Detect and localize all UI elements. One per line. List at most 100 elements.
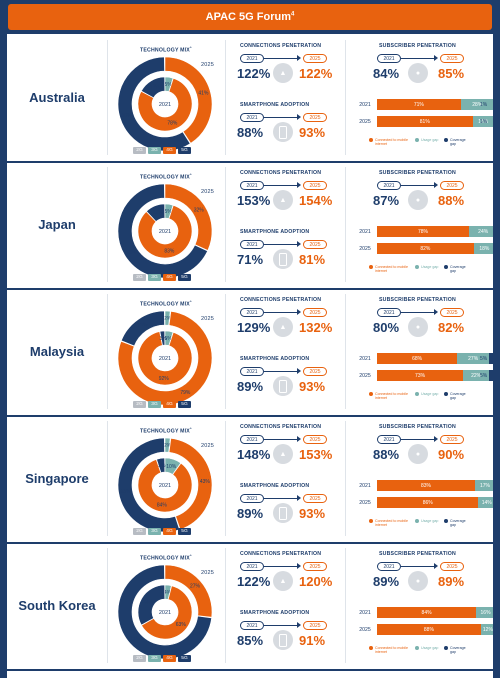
connections-2021-value: 148% bbox=[237, 447, 271, 462]
donut-center bbox=[153, 600, 177, 624]
connections-icon-circle: ▲ bbox=[273, 571, 293, 591]
subscriber-penetration-title: SUBSCRIBER PENETRATION bbox=[379, 297, 456, 303]
smartphone-arrow-head bbox=[297, 114, 301, 120]
donut-label-2025-5g: 19% bbox=[138, 323, 149, 329]
legend-text: Usage gap bbox=[421, 392, 439, 396]
people-icon: ● bbox=[415, 323, 421, 331]
legend-usage: Usage gap bbox=[415, 392, 439, 397]
smartphone-year-2021: 2021 bbox=[240, 240, 264, 249]
technology-legend: 2G 3G 4G 5G bbox=[133, 528, 191, 535]
legend-usage: Usage gap bbox=[415, 138, 438, 143]
donut-segment-2025-4g bbox=[164, 183, 213, 251]
bar-coverage-label: 1% bbox=[480, 119, 488, 125]
donut-label-2021-4g: 83% bbox=[164, 248, 175, 254]
technology-legend: 2G 3G 4G 5G bbox=[133, 147, 191, 154]
connections-arrow-line bbox=[264, 58, 298, 59]
internet-bar-2025: 73% 22% bbox=[377, 370, 493, 381]
legend-dot bbox=[415, 138, 419, 143]
legend-2g: 2G bbox=[133, 147, 146, 154]
smartphone-year-2021: 2021 bbox=[240, 494, 264, 503]
column-divider bbox=[107, 167, 108, 282]
tech-mix-year-2025: 2025 bbox=[201, 443, 215, 449]
subscriber-2021-value: 88% bbox=[373, 447, 400, 462]
technology-mix-title: TECHNOLOGY MIX* bbox=[140, 172, 192, 181]
legend-coverage: Coverage gap bbox=[444, 519, 472, 527]
legend-connected: Connected to mobile internet bbox=[369, 519, 413, 527]
legend-dot bbox=[369, 138, 373, 143]
smartphone-2021-value: 71% bbox=[237, 252, 264, 267]
technology-mix-donut: 32% 68% 5% 83% 12% 2021 bbox=[117, 183, 213, 279]
bar-year-label: 2025 bbox=[359, 246, 371, 252]
legend-4g: 4G bbox=[163, 147, 176, 154]
smartphone-2021-value: 89% bbox=[237, 379, 264, 394]
donut-segment-2025-4g bbox=[164, 564, 213, 618]
legend-text: Usage gap bbox=[421, 646, 439, 650]
donut-label-2021-3g: 4% bbox=[164, 590, 172, 596]
technology-legend: 2G 3G 4G 5G bbox=[133, 401, 191, 408]
donut-segment-2025-4g bbox=[117, 311, 213, 406]
subscriber-year-2021: 2021 bbox=[377, 562, 401, 571]
column-divider bbox=[345, 548, 346, 663]
donut-center-year: 2021 bbox=[159, 229, 171, 235]
column-divider bbox=[345, 167, 346, 282]
legend-5g: 5G bbox=[178, 655, 191, 662]
country-section-australia: Australia TECHNOLOGY MIX* 2025 41% 59% 5% 78% 1… bbox=[7, 34, 493, 163]
subscriber-2025-value: 90% bbox=[438, 447, 465, 462]
bar-segment-coverage bbox=[489, 370, 493, 381]
subscriber-penetration-title: SUBSCRIBER PENETRATION bbox=[379, 170, 456, 176]
people-icon: ● bbox=[415, 450, 421, 458]
smartphone-year-2021: 2021 bbox=[240, 621, 264, 630]
bar-segment-connected: 84% bbox=[377, 607, 477, 618]
bar-segment-usage: 18% bbox=[472, 116, 493, 127]
donut-center bbox=[153, 92, 177, 116]
connections-2025-value: 122% bbox=[299, 66, 333, 81]
internet-bar-2021: 68% 27% bbox=[377, 353, 493, 364]
legend-connected: Connected to mobile internet bbox=[369, 392, 413, 400]
legend-text: Coverage gap bbox=[450, 519, 466, 528]
subscriber-arrow-head bbox=[434, 563, 438, 569]
subscriber-arrow-head bbox=[434, 309, 438, 315]
column-divider bbox=[107, 294, 108, 409]
legend-text: Connected to mobile internet bbox=[375, 392, 408, 401]
connections-arrow-head bbox=[297, 563, 301, 569]
donut-label-2021-3g: 5% bbox=[165, 209, 173, 215]
smartphone-2025-value: 93% bbox=[299, 125, 326, 140]
legend-dot bbox=[369, 392, 373, 397]
smartphone-arrow-line bbox=[264, 117, 298, 118]
connections-arrow-head bbox=[297, 309, 301, 315]
legend-coverage: Coverage gap bbox=[444, 138, 472, 146]
legend-4g: 4G bbox=[163, 655, 176, 662]
bar-year-label: 2021 bbox=[359, 229, 371, 235]
subscriber-icon-circle: ● bbox=[408, 444, 428, 464]
smartphone-icon-circle bbox=[273, 376, 293, 396]
country-section-singapore: Singapore TECHNOLOGY MIX* 2025 2% 43% 55% 10% 8… bbox=[7, 415, 493, 544]
smartphone-adoption-title: SMARTPHONE ADOPTION bbox=[240, 610, 310, 616]
donut-label-2025-5g: 59% bbox=[122, 113, 133, 119]
connections-2025-value: 154% bbox=[299, 193, 333, 208]
donut-label-2025-4g: 41% bbox=[198, 91, 209, 97]
legend-4g: 4G bbox=[163, 401, 176, 408]
signal-tower-icon: ▲ bbox=[279, 323, 287, 331]
technology-mix-donut: 27% 73% 4% 63% 33% 2021 bbox=[117, 564, 213, 660]
subscriber-2025-value: 82% bbox=[438, 320, 465, 335]
legend-dot bbox=[369, 265, 373, 270]
technology-mix-title: TECHNOLOGY MIX* bbox=[140, 299, 192, 308]
subscriber-arrow-line bbox=[401, 312, 435, 313]
smartphone-2025-value: 81% bbox=[299, 252, 326, 267]
legend-3g: 3G bbox=[148, 274, 161, 281]
internet-bar-2025: 81% 18% bbox=[377, 116, 493, 127]
legend-coverage: Coverage gap bbox=[444, 392, 472, 400]
legend-usage: Usage gap bbox=[415, 519, 438, 524]
bar-segment-usage: 17% bbox=[474, 480, 493, 491]
smartphone-arrow-line bbox=[264, 498, 298, 499]
legend-5g: 5G bbox=[178, 528, 191, 535]
bar-coverage-label: 1% bbox=[480, 102, 488, 108]
connections-arrow-line bbox=[264, 312, 298, 313]
column-divider bbox=[225, 421, 226, 536]
connections-year-2021: 2021 bbox=[240, 181, 264, 190]
legend-dot bbox=[444, 646, 448, 651]
bar-segment-connected: 83% bbox=[377, 480, 475, 491]
connections-year-2025: 2025 bbox=[303, 562, 327, 571]
internet-bar-2021: 84% 16% bbox=[377, 607, 493, 618]
smartphone-2025-value: 91% bbox=[299, 633, 326, 648]
